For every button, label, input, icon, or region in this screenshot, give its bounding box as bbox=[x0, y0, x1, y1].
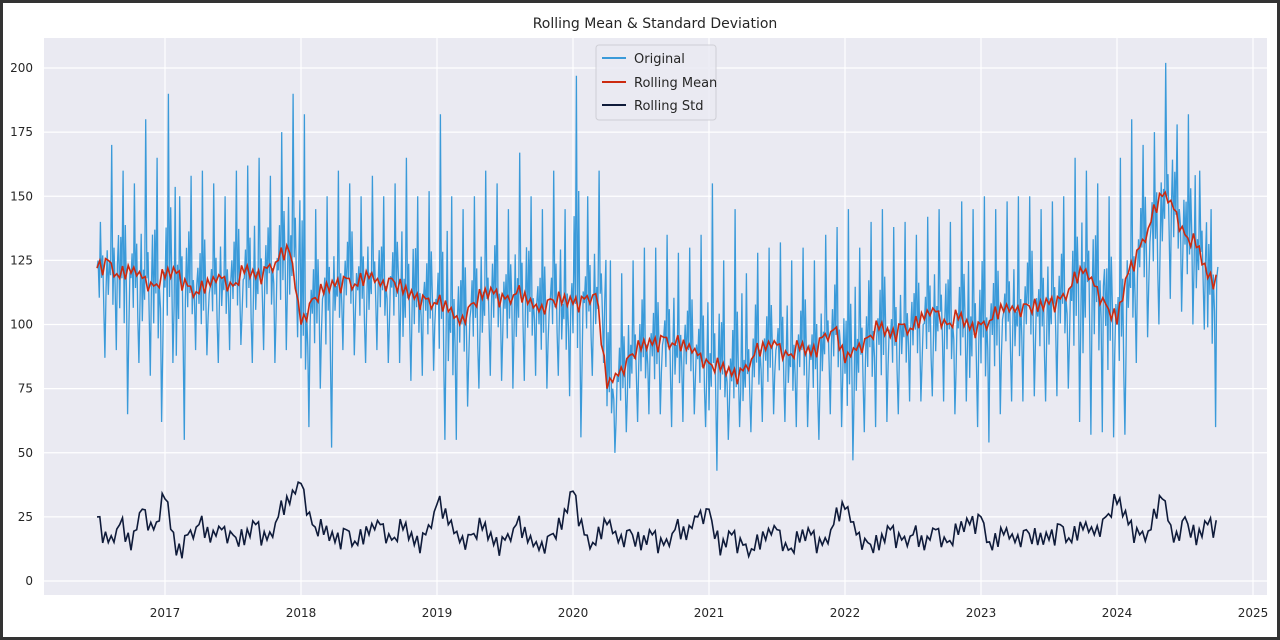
y-tick-label: 150 bbox=[10, 189, 33, 203]
series-rolling-mean-line bbox=[96, 190, 1217, 389]
y-tick-label: 0 bbox=[25, 574, 33, 588]
legend: Original Rolling Mean Rolling Std bbox=[595, 44, 717, 121]
y-tick-label: 75 bbox=[18, 382, 33, 396]
y-tick-label: 200 bbox=[10, 61, 33, 75]
y-tick-label: 25 bbox=[18, 510, 33, 524]
legend-label-rolling-std: Rolling Std bbox=[634, 99, 703, 114]
legend-label-original: Original bbox=[634, 52, 685, 67]
chart-figure: 2017 2018 2019 2020 2021 2022 2023 2024 2025 0 25 5… bbox=[3, 3, 1277, 637]
chart-title: Rolling Mean & Standard Deviation bbox=[533, 16, 778, 32]
x-tick-label: 2022 bbox=[830, 606, 861, 620]
x-tick-label: 2025 bbox=[1238, 606, 1269, 620]
y-tick-label: 100 bbox=[10, 318, 33, 332]
x-tick-label: 2020 bbox=[558, 606, 589, 620]
x-tick-label: 2019 bbox=[422, 606, 453, 620]
y-tick-label: 50 bbox=[18, 446, 33, 460]
y-tick-label: 175 bbox=[10, 125, 33, 139]
x-tick-label: 2023 bbox=[966, 606, 997, 620]
x-tick-label: 2017 bbox=[150, 606, 181, 620]
x-tick-label: 2024 bbox=[1102, 606, 1133, 620]
series-rolling-std-line bbox=[96, 480, 1217, 560]
x-tick-label: 2021 bbox=[694, 606, 725, 620]
x-tick-label: 2018 bbox=[286, 606, 317, 620]
chart-svg: 2017 2018 2019 2020 2021 2022 2023 2024 2025 0 25 5… bbox=[10, 16, 1269, 620]
y-tick-label: 125 bbox=[10, 253, 33, 267]
series-original-line bbox=[96, 62, 1219, 471]
legend-label-rolling-mean: Rolling Mean bbox=[634, 76, 717, 91]
